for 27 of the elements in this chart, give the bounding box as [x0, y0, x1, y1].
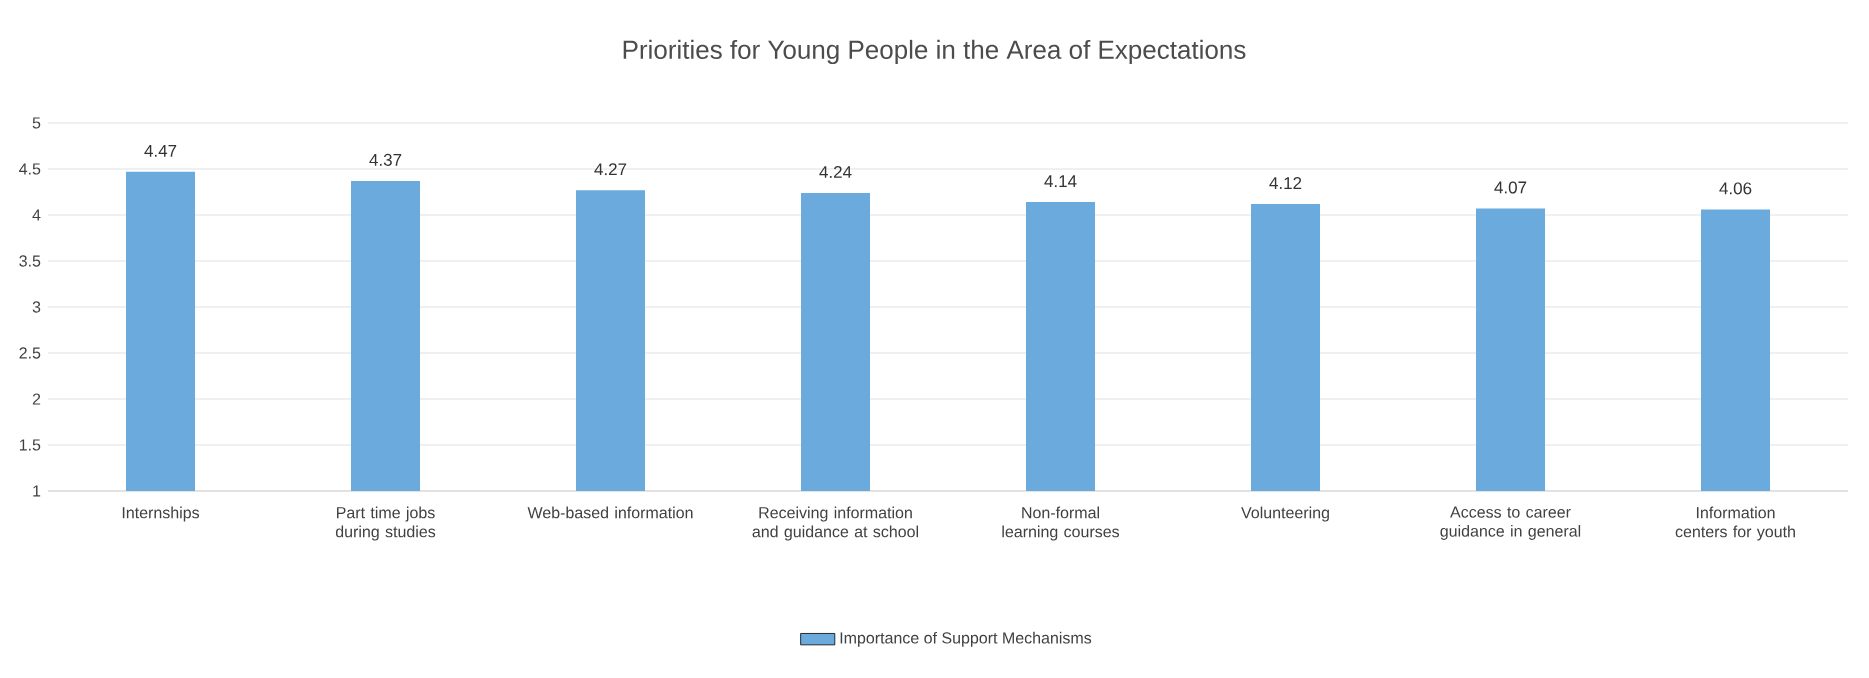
- y-tick-label: 4.5: [19, 163, 41, 175]
- y-tick-label: 4: [32, 209, 41, 221]
- x-tick-label: Part time jobs during studies: [335, 506, 436, 541]
- y-tick-label: 3.5: [19, 255, 41, 267]
- y-tick-label: 3: [32, 301, 41, 313]
- data-label: 4.27: [594, 163, 627, 176]
- legend-label: Importance of Support Mechanisms: [840, 631, 1092, 647]
- data-label: 4.14: [1044, 175, 1077, 188]
- y-tick-label: 2.5: [19, 347, 41, 359]
- y-tick-label: 5: [32, 117, 41, 129]
- x-tick-label: Information centers for youth: [1675, 506, 1795, 541]
- y-tick-label: 2: [32, 393, 41, 405]
- x-tick-label: Internships: [122, 506, 200, 522]
- y-tick-label: 1: [33, 485, 41, 497]
- x-tick-label: Volunteering: [1241, 506, 1329, 522]
- y-tick-label: 1.5: [19, 439, 41, 451]
- x-tick-label: Receiving information and guidance at school: [752, 506, 918, 541]
- x-tick-label: Non-formal learning courses: [1002, 506, 1120, 541]
- data-label: 4.47: [144, 144, 177, 157]
- x-tick-label: Access to career guidance in general: [1440, 506, 1581, 540]
- data-label: 4.12: [1269, 177, 1302, 189]
- data-label: 4.07: [1494, 181, 1527, 194]
- data-label: 4.37: [369, 153, 402, 166]
- x-tick-label: Web-based information: [527, 506, 693, 519]
- chart-title: Priorities for Young People in the Area of Expectations: [623, 39, 1246, 65]
- data-label: 4.06: [1719, 182, 1752, 195]
- data-label: 4.24: [819, 165, 852, 178]
